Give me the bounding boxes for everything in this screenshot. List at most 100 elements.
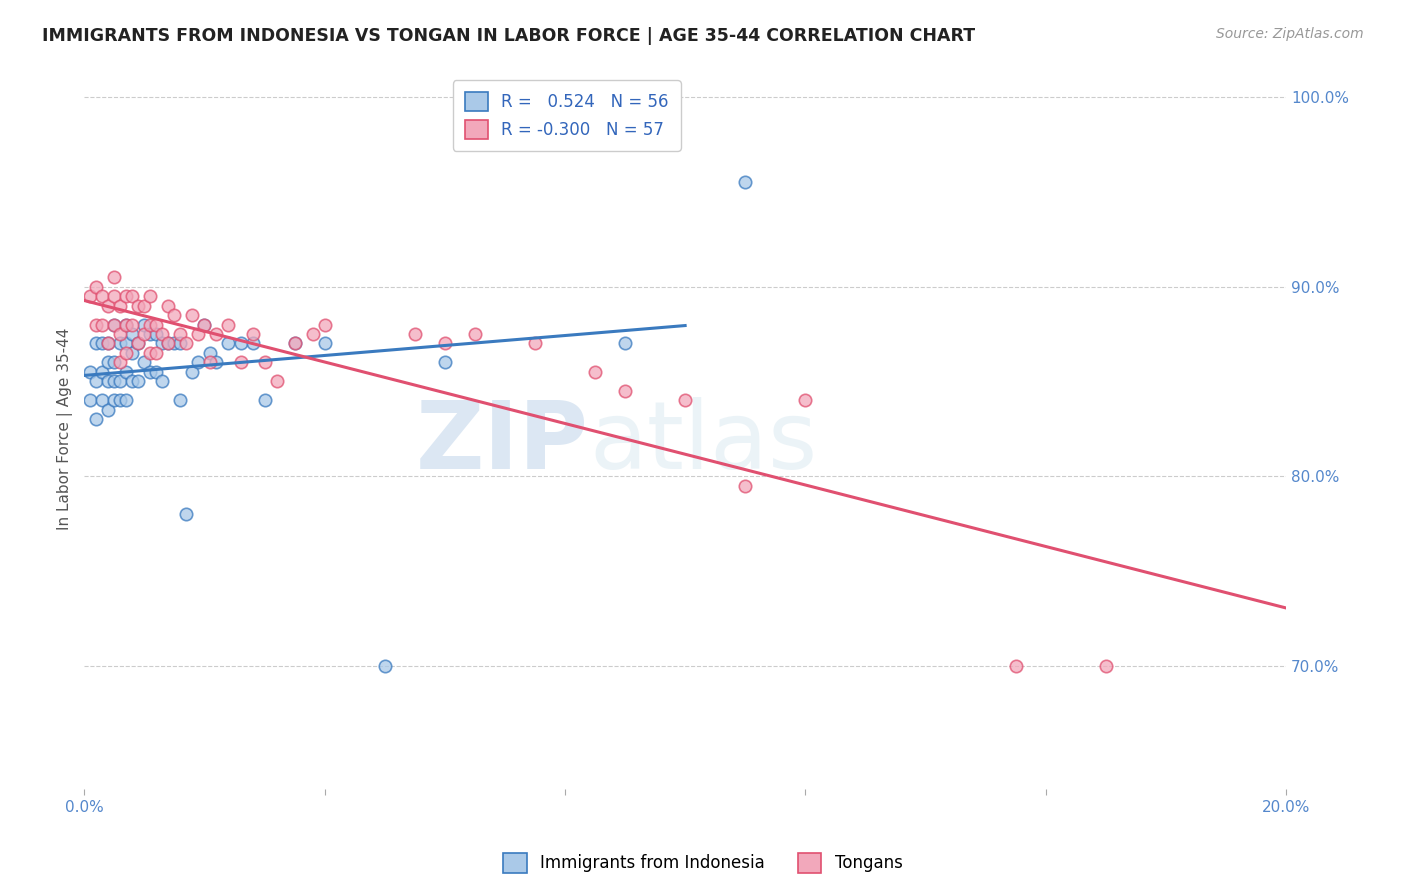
Point <box>84 279 107 293</box>
Point <box>110 326 132 341</box>
Point <box>218 318 240 332</box>
Point <box>205 355 228 369</box>
Point <box>734 175 756 189</box>
Point <box>115 365 138 379</box>
Point <box>145 326 167 341</box>
Point <box>91 365 114 379</box>
Point <box>121 289 143 303</box>
Point <box>374 659 396 673</box>
Point <box>97 299 120 313</box>
Point <box>134 318 156 332</box>
Point <box>139 326 162 341</box>
Point <box>84 412 107 426</box>
Point <box>181 308 204 322</box>
Point <box>284 336 307 351</box>
Point <box>79 365 101 379</box>
Point <box>193 318 215 332</box>
Point <box>115 336 138 351</box>
Point <box>127 336 149 351</box>
Point <box>205 326 228 341</box>
Point <box>139 346 162 360</box>
Point <box>110 336 132 351</box>
Point <box>103 318 125 332</box>
Point <box>284 336 307 351</box>
Text: atlas: atlas <box>589 397 817 489</box>
Point <box>614 384 637 398</box>
Point <box>134 299 156 313</box>
Point <box>433 355 456 369</box>
Text: Source: ZipAtlas.com: Source: ZipAtlas.com <box>1216 27 1364 41</box>
Point <box>433 336 456 351</box>
Point <box>163 336 186 351</box>
Point <box>91 289 114 303</box>
Point <box>103 375 125 389</box>
Point <box>314 318 336 332</box>
Point <box>187 355 209 369</box>
Point <box>121 318 143 332</box>
Point <box>84 375 107 389</box>
Point <box>139 318 162 332</box>
Point <box>176 507 198 521</box>
Point <box>79 393 101 408</box>
Point <box>1004 659 1026 673</box>
Point <box>103 289 125 303</box>
Point <box>97 375 120 389</box>
Point <box>103 355 125 369</box>
Point <box>145 318 167 332</box>
Point <box>169 326 191 341</box>
Point <box>152 326 174 341</box>
Point <box>139 289 162 303</box>
Point <box>115 289 138 303</box>
Point <box>181 365 204 379</box>
Point <box>110 355 132 369</box>
Point <box>115 346 138 360</box>
Point <box>91 336 114 351</box>
Point <box>84 318 107 332</box>
Point <box>229 336 252 351</box>
Point <box>266 375 288 389</box>
Point <box>253 355 276 369</box>
Point <box>115 318 138 332</box>
Point <box>103 270 125 285</box>
Point <box>103 393 125 408</box>
Point <box>169 393 191 408</box>
Point <box>242 336 264 351</box>
Point <box>794 393 817 408</box>
Point <box>145 365 167 379</box>
Text: ZIP: ZIP <box>416 397 589 489</box>
Point <box>157 336 180 351</box>
Point <box>110 393 132 408</box>
Point <box>79 289 101 303</box>
Point <box>301 326 323 341</box>
Point <box>157 336 180 351</box>
Point <box>734 479 756 493</box>
Point <box>200 346 222 360</box>
Point <box>110 299 132 313</box>
Text: IMMIGRANTS FROM INDONESIA VS TONGAN IN LABOR FORCE | AGE 35-44 CORRELATION CHART: IMMIGRANTS FROM INDONESIA VS TONGAN IN L… <box>42 27 976 45</box>
Point <box>115 393 138 408</box>
Legend: R =   0.524   N = 56, R = -0.300   N = 57: R = 0.524 N = 56, R = -0.300 N = 57 <box>453 80 681 151</box>
Point <box>523 336 546 351</box>
Point <box>91 318 114 332</box>
Point <box>614 336 637 351</box>
Point <box>464 326 486 341</box>
Point <box>121 375 143 389</box>
Point <box>200 355 222 369</box>
Point <box>193 318 215 332</box>
Point <box>583 365 606 379</box>
Point <box>314 336 336 351</box>
Point <box>103 318 125 332</box>
Point <box>97 336 120 351</box>
Point <box>110 375 132 389</box>
Point <box>97 355 120 369</box>
Point <box>121 346 143 360</box>
Point <box>134 355 156 369</box>
Point <box>163 308 186 322</box>
Point <box>134 326 156 341</box>
Point <box>115 318 138 332</box>
Point <box>121 326 143 341</box>
Point <box>176 336 198 351</box>
Point <box>127 336 149 351</box>
Point <box>97 402 120 417</box>
Point <box>145 346 167 360</box>
